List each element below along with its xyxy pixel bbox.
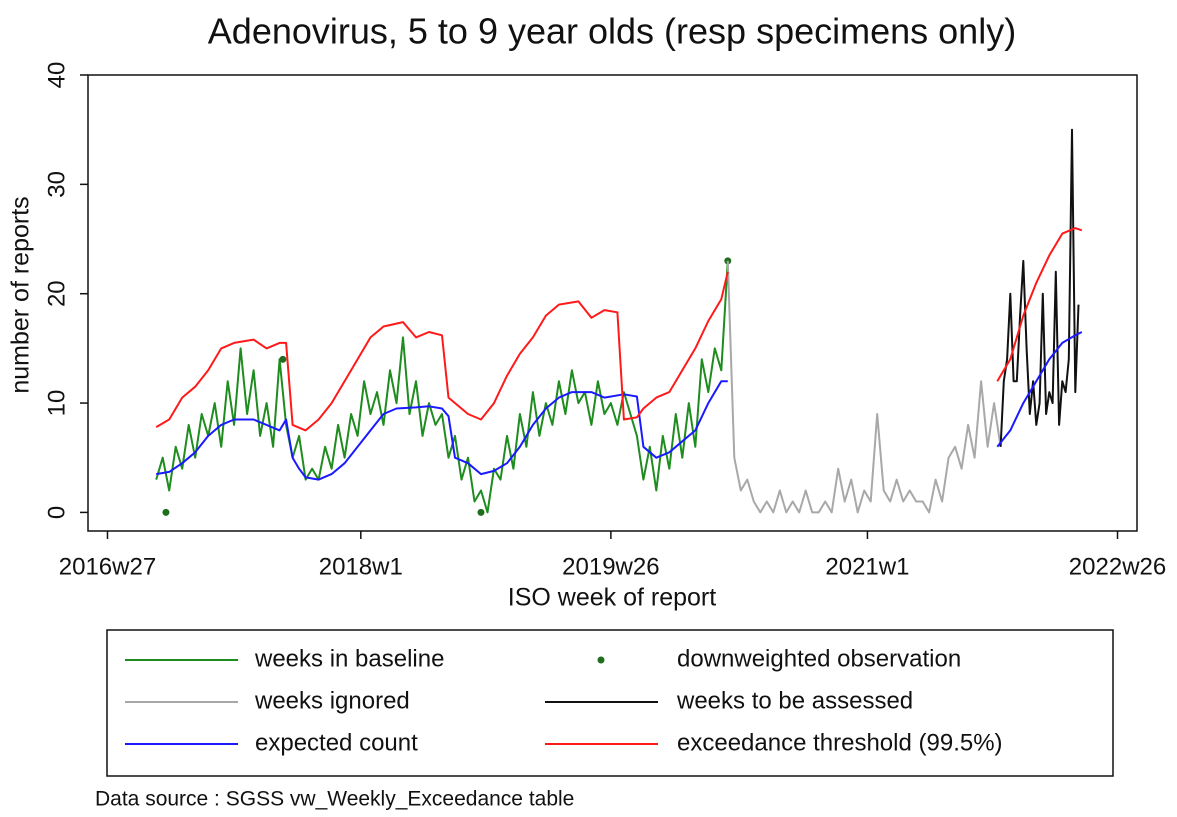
y-tick-label: 0 [43, 506, 70, 519]
y-axis-label: number of reports [7, 196, 35, 393]
source-note: Data source : SGSS vw_Weekly_Exceedance … [95, 788, 574, 811]
downweighted-point [279, 355, 287, 363]
downweighted-point [724, 257, 732, 265]
legend-label: downweighted observation [677, 645, 961, 672]
downweighted-point [162, 508, 170, 516]
x-tick-label: 2019w26 [562, 553, 659, 580]
y-tick-label: 30 [43, 171, 70, 198]
y-tick-label: 40 [43, 62, 70, 89]
chart-title: Adenovirus, 5 to 9 year olds (resp speci… [208, 11, 1016, 52]
legend-label: weeks to be assessed [676, 687, 913, 714]
plot-frame [87, 74, 1138, 532]
legend-box [106, 629, 1114, 777]
legend-label: weeks ignored [254, 687, 410, 714]
series-line [999, 128, 1080, 447]
legend-label: expected count [255, 729, 418, 756]
series-line [155, 260, 729, 514]
x-tick-label: 2016w27 [59, 553, 156, 580]
legend-label: exceedance threshold (99.5%) [677, 729, 1003, 756]
x-tick-label: 2018w1 [319, 553, 403, 580]
y-tick-label: 10 [43, 390, 70, 417]
y-tick-label: 20 [43, 280, 70, 307]
x-tick-label: 2022w26 [1069, 553, 1166, 580]
series-line [726, 260, 1002, 514]
downweighted-point [477, 508, 485, 516]
legend-marker [597, 656, 605, 664]
series-line [155, 227, 1083, 432]
legend-label: weeks in baseline [254, 645, 444, 672]
x-axis-label: ISO week of report [508, 584, 716, 612]
x-tick-label: 2021w1 [825, 553, 909, 580]
